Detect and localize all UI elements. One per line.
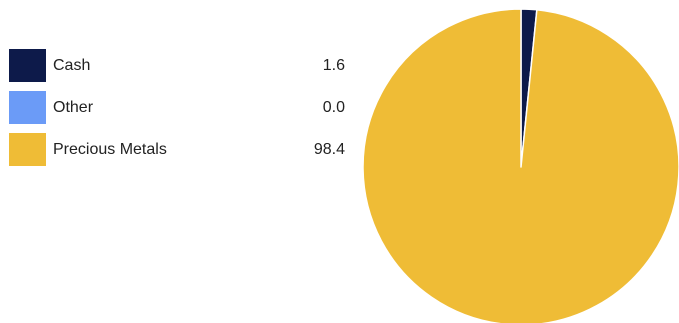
legend-value-other: 0.0 — [322, 99, 345, 116]
legend-item-precious-metals: Precious Metals 98.4 — [9, 133, 345, 166]
legend-swatch-cash — [9, 49, 46, 82]
legend-label-other: Other — [53, 99, 94, 116]
legend-label-cash: Cash — [53, 57, 91, 74]
legend-swatch-other — [9, 91, 46, 124]
pie-chart — [362, 8, 679, 323]
legend-item-cash: Cash 1.6 — [9, 49, 345, 82]
legend-value-precious-metals: 98.4 — [313, 141, 345, 158]
legend-label-precious-metals: Precious Metals — [53, 141, 167, 158]
legend-item-other: Other 0.0 — [9, 91, 345, 124]
legend-value-cash: 1.6 — [322, 57, 345, 74]
legend-swatch-precious-metals — [9, 133, 46, 166]
chart-legend: Cash 1.6 Other 0.0 Precious Metals 98.4 — [9, 49, 345, 175]
pie-slice-precious-metals — [362, 8, 679, 323]
